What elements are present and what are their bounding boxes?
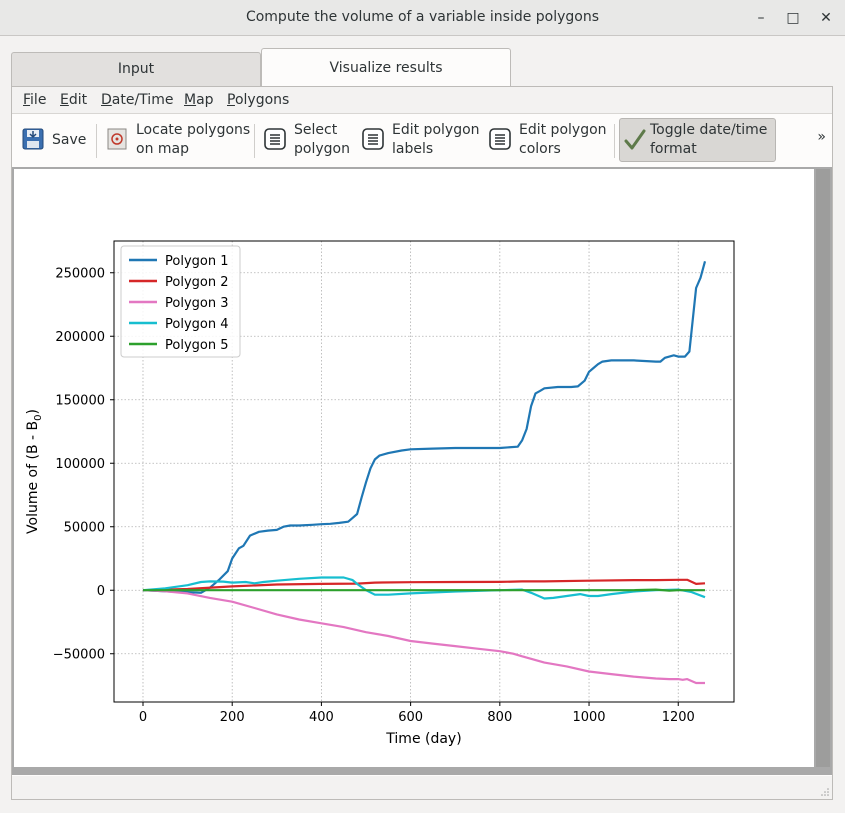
edit-polygon-labels-button[interactable]: Edit polygon labels bbox=[362, 118, 480, 162]
close-button[interactable]: ✕ bbox=[820, 10, 832, 26]
series-line-3 bbox=[142, 589, 705, 685]
maximize-button[interactable]: □ bbox=[786, 10, 800, 26]
menu-polygons[interactable]: Polygons bbox=[227, 92, 290, 108]
legend-label-3: Polygon 3 bbox=[165, 296, 228, 311]
series-line-5 bbox=[143, 588, 705, 592]
line-chart: 0 200 400 600 800 1000 1200 −50000 0 50000 100000 1… bbox=[25, 240, 735, 747]
list-icon bbox=[264, 128, 286, 150]
toolbar-separator bbox=[254, 124, 255, 158]
toolbar: Save Locate polygons on map Select polygon… bbox=[12, 114, 832, 166]
menu-bar: File Edit Date/Time Map Polygons bbox=[12, 87, 832, 114]
x-tick-label: 800 bbox=[487, 710, 512, 725]
legend-label-2: Polygon 2 bbox=[165, 275, 228, 290]
select-polygon-button[interactable]: Select polygon bbox=[264, 118, 356, 162]
menu-file[interactable]: File bbox=[23, 92, 47, 108]
title-bar: Compute the volume of a variable inside … bbox=[0, 0, 845, 36]
toolbar-separator bbox=[96, 124, 97, 158]
list-icon bbox=[489, 128, 511, 150]
plot-canvas: 0 200 400 600 800 1000 1200 −50000 0 50000 100000 1… bbox=[14, 169, 814, 767]
x-tick-label: 1200 bbox=[662, 710, 695, 725]
y-tick-label: −50000 bbox=[53, 648, 105, 663]
edit-polygon-colors-button[interactable]: Edit polygon colors bbox=[489, 118, 609, 162]
series-line-4 bbox=[142, 576, 706, 600]
legend-label-5: Polygon 5 bbox=[165, 338, 228, 353]
toggle-date-time-format-button[interactable]: Toggle date/time format bbox=[619, 118, 776, 162]
x-tick-label: 400 bbox=[309, 710, 334, 725]
locate-polygons-button[interactable]: Locate polygons on map bbox=[106, 118, 251, 162]
series-line-1 bbox=[142, 261, 707, 594]
save-button[interactable]: Save bbox=[22, 118, 98, 162]
toolbar-overflow-button[interactable]: » bbox=[817, 129, 826, 145]
minimize-button[interactable]: – bbox=[757, 10, 765, 26]
x-tick-label: 600 bbox=[398, 710, 423, 725]
menu-edit[interactable]: Edit bbox=[60, 92, 88, 108]
y-tick-label: 50000 bbox=[64, 521, 105, 536]
y-tick-label: 100000 bbox=[55, 457, 105, 472]
menu-map[interactable]: Map bbox=[184, 92, 214, 108]
menu-date-time[interactable]: Date/Time bbox=[101, 92, 174, 108]
vertical-scrollbar[interactable] bbox=[816, 169, 830, 767]
legend-box bbox=[120, 245, 241, 358]
locate-map-icon bbox=[107, 128, 127, 150]
toolbar-separator bbox=[614, 124, 615, 158]
x-axis-label: Time (day) bbox=[385, 731, 461, 747]
window-title: Compute the volume of a variable inside … bbox=[245, 9, 600, 25]
x-tick-label: 200 bbox=[220, 710, 245, 725]
x-tick-label: 0 bbox=[139, 710, 147, 725]
tab-input[interactable]: Input bbox=[11, 52, 261, 86]
y-axis-label: Volume of (B - B0) bbox=[25, 409, 44, 534]
x-tick-label: 1000 bbox=[572, 710, 605, 725]
checkmark-icon bbox=[624, 129, 646, 150]
resize-grip-icon[interactable] bbox=[820, 787, 830, 797]
status-bar bbox=[12, 776, 832, 799]
list-icon bbox=[362, 128, 384, 150]
y-tick-label: 0 bbox=[97, 584, 105, 599]
tab-bar: Input Visualize results bbox=[11, 48, 833, 87]
legend-label-4: Polygon 4 bbox=[165, 317, 228, 332]
legend-label-1: Polygon 1 bbox=[165, 254, 228, 269]
y-tick-label: 150000 bbox=[55, 394, 105, 409]
tab-visualize-results[interactable]: Visualize results bbox=[261, 48, 511, 87]
y-tick-label: 250000 bbox=[55, 267, 105, 282]
series-line-2 bbox=[142, 578, 706, 592]
save-icon bbox=[22, 128, 44, 150]
axes-frame bbox=[113, 240, 735, 703]
y-tick-label: 200000 bbox=[55, 330, 105, 345]
